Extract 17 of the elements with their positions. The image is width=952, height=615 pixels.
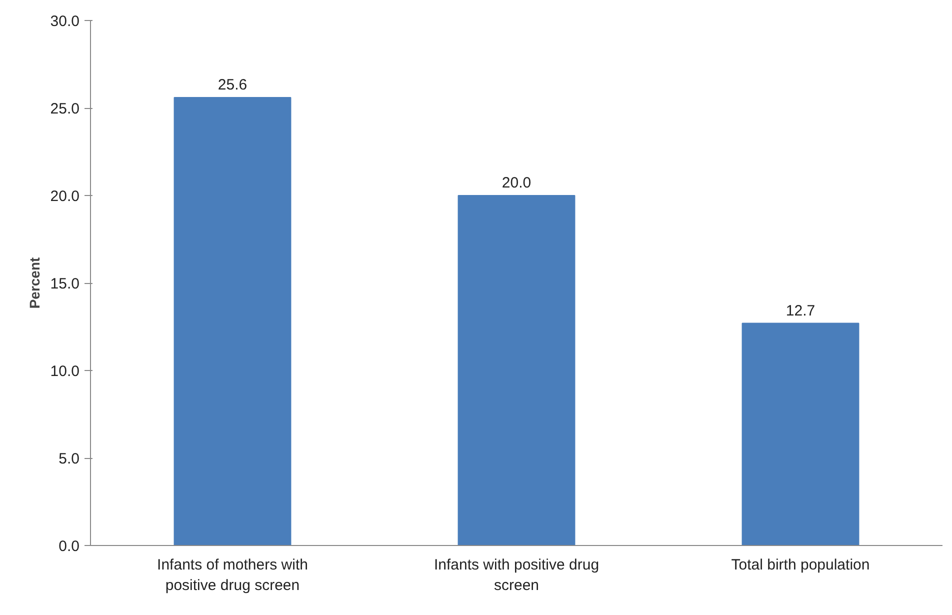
bar (742, 322, 860, 546)
bar (458, 195, 576, 546)
x-tick-label: Infants of mothers with positive drug screen (157, 556, 308, 594)
y-axis-title: Percent (26, 256, 42, 309)
y-tick-label: 25.0 (50, 100, 80, 118)
data-label: 25.6 (218, 76, 248, 94)
y-tick-label: 20.0 (50, 188, 80, 205)
bar (174, 97, 292, 546)
y-tick-label: 5.0 (58, 450, 80, 468)
data-label: 20.0 (502, 174, 532, 192)
y-tick-label: 0.0 (58, 538, 80, 555)
y-tick-label: 10.0 (50, 363, 80, 380)
x-tick-label: Total birth population (731, 556, 870, 574)
y-tick-label: 15.0 (50, 276, 80, 292)
x-tick-label: Infants with positive drug screen (434, 556, 600, 594)
y-tick-label: 30.0 (50, 13, 80, 30)
data-label: 12.7 (786, 302, 816, 320)
